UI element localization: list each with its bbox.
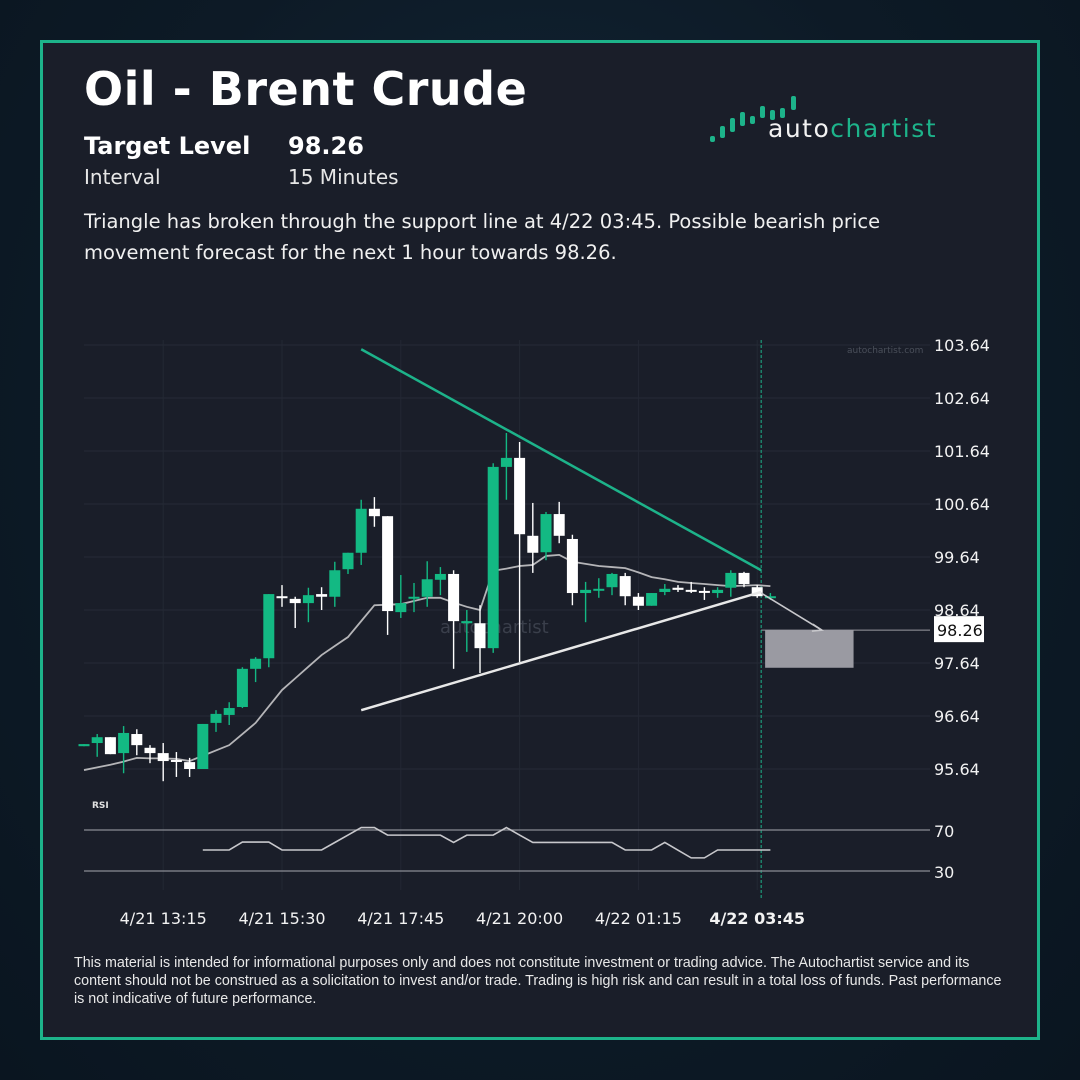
support-trendline xyxy=(360,590,762,712)
candle-bearish xyxy=(698,590,710,593)
y-tick-label: 98.64 xyxy=(934,601,980,620)
candle-bearish xyxy=(104,737,116,755)
candle-bullish xyxy=(434,573,446,580)
x-tick-label: 4/22 03:45 xyxy=(709,909,805,928)
candle-bullish xyxy=(487,466,499,649)
candle-bearish xyxy=(672,587,684,590)
arrow-head-icon xyxy=(811,623,825,632)
candle-bullish xyxy=(197,723,209,769)
candle-bullish xyxy=(408,596,420,599)
candle-bearish xyxy=(685,589,697,592)
candle-bullish xyxy=(500,457,512,467)
x-tick-label: 4/21 17:45 xyxy=(357,909,444,928)
candle-bearish xyxy=(276,596,288,599)
candle-bullish xyxy=(540,514,552,553)
y-tick-label: 100.64 xyxy=(934,495,990,514)
y-tick-label: 99.64 xyxy=(934,548,980,567)
candle-bullish xyxy=(329,570,341,597)
candle-bullish xyxy=(210,713,222,723)
rsi-level-label: 70 xyxy=(934,822,954,841)
candle-bearish xyxy=(144,747,156,754)
candle-bullish xyxy=(606,573,618,588)
y-tick-label: 97.64 xyxy=(934,654,980,673)
y-tick-label: 95.64 xyxy=(934,760,980,779)
candle-bullish xyxy=(764,596,776,599)
candle-bullish xyxy=(78,744,90,747)
candle-bullish xyxy=(118,732,130,754)
site-label: autochartist.com xyxy=(847,346,923,356)
candle-bullish xyxy=(263,594,275,659)
rsi-line xyxy=(202,826,771,859)
candle-bearish xyxy=(448,573,460,622)
candle-bearish xyxy=(368,508,380,517)
x-tick-label: 4/21 13:15 xyxy=(120,909,207,928)
y-tick-label: 103.64 xyxy=(934,336,990,355)
rsi-label: RSI xyxy=(92,801,109,811)
candle-bullish xyxy=(91,737,103,744)
resistance-trendline xyxy=(360,348,762,572)
candle-bearish xyxy=(316,594,328,597)
candle-bearish xyxy=(382,516,394,612)
candle-bullish xyxy=(395,603,407,613)
candle-bullish xyxy=(725,572,737,588)
candle-bearish xyxy=(751,587,763,597)
x-tick-label: 4/22 01:15 xyxy=(595,909,682,928)
candle-bearish xyxy=(527,535,539,553)
candle-bearish xyxy=(632,596,644,606)
candle-bearish xyxy=(553,514,565,536)
rsi-level-label: 30 xyxy=(934,863,954,882)
candle-bearish xyxy=(184,762,196,769)
signal-card xyxy=(40,40,1040,1040)
candle-bullish xyxy=(646,593,658,606)
candle-bullish xyxy=(421,579,433,597)
candle-bullish xyxy=(659,588,671,592)
y-tick-label: 101.64 xyxy=(934,442,990,461)
candle-bearish xyxy=(566,538,578,594)
candle-bullish xyxy=(355,508,367,553)
candle-bearish xyxy=(157,753,169,762)
candle-bullish xyxy=(461,621,473,624)
candle-bearish xyxy=(131,734,143,746)
candle-bearish xyxy=(514,457,526,535)
target-zone xyxy=(765,630,854,668)
target-price-label: 98.26 xyxy=(937,621,983,640)
y-tick-label: 102.64 xyxy=(934,389,990,408)
x-tick-label: 4/21 15:30 xyxy=(238,909,325,928)
candle-bullish xyxy=(250,658,262,669)
x-tick-label: 4/21 20:00 xyxy=(476,909,563,928)
candle-bullish xyxy=(236,668,248,707)
candle-bullish xyxy=(593,588,605,591)
y-tick-label: 96.64 xyxy=(934,707,980,726)
candle-bearish xyxy=(738,572,750,585)
candle-bearish xyxy=(474,623,486,649)
candle-bullish xyxy=(302,595,314,604)
candle-bullish xyxy=(712,589,724,594)
candle-bullish xyxy=(580,589,592,594)
candle-bullish xyxy=(342,552,354,570)
candle-bullish xyxy=(223,708,235,715)
target-price-tag xyxy=(934,616,984,643)
forecast-arrow xyxy=(760,592,823,631)
candle-bearish xyxy=(170,759,182,762)
candle-bearish xyxy=(289,598,301,604)
candle-bearish xyxy=(619,576,631,597)
